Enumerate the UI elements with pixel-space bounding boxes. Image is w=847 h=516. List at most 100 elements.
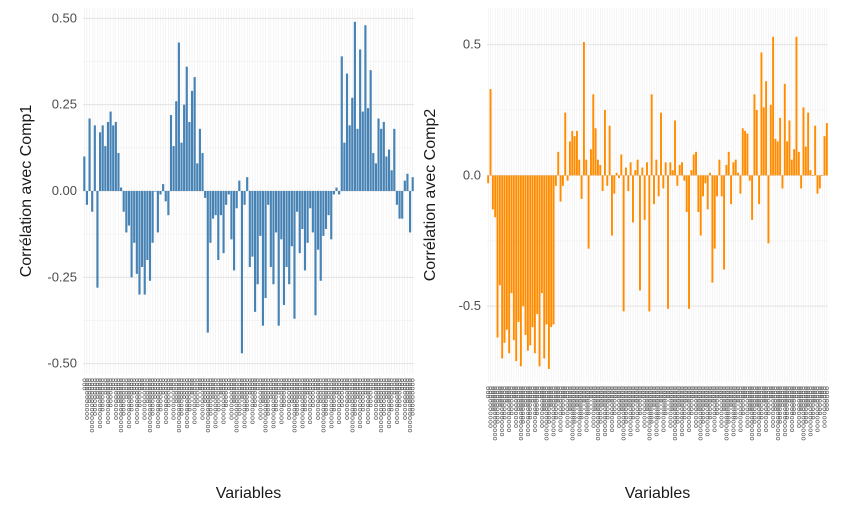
- x-tick-label: oooooooo: [501, 386, 509, 420]
- x-tick-label: ooooooooo: [149, 378, 157, 416]
- x-tick-label: ooooo: [93, 378, 101, 399]
- x-tick-label: oooo: [390, 378, 398, 395]
- x-tick-label: oooooo: [515, 386, 523, 411]
- x-tick-label: ooooooooooooo: [406, 378, 414, 433]
- left-x-axis-title: Variables: [216, 485, 282, 502]
- x-tick-label: oooooooooo: [820, 386, 828, 428]
- bar: [657, 175, 660, 197]
- bar: [340, 56, 343, 191]
- bar: [762, 107, 765, 176]
- bar: [498, 175, 501, 286]
- bar: [120, 187, 123, 191]
- bar: [704, 175, 707, 184]
- bar: [674, 120, 676, 176]
- bar: [601, 175, 604, 192]
- bar: [314, 191, 317, 316]
- x-tick-label: ooooo: [296, 378, 304, 399]
- x-tick-label: oooooooo: [388, 378, 396, 412]
- x-tick-label: ooo: [398, 378, 406, 391]
- bar: [618, 175, 620, 178]
- bar: [227, 191, 230, 195]
- x-tick-label: ooooo: [151, 378, 159, 399]
- x-tick-label: oooooooooo: [692, 386, 700, 428]
- bar: [639, 175, 641, 291]
- x-tick-label: oooooo: [143, 378, 151, 403]
- bar: [211, 191, 215, 219]
- x-tick-label: ooooooooooooo: [697, 386, 705, 441]
- x-tick-label: ooooooooooo: [762, 386, 770, 432]
- x-tick-label: oooooooo: [301, 378, 309, 412]
- bar: [172, 146, 175, 191]
- bar: [361, 111, 364, 191]
- bar: [706, 175, 709, 210]
- x-tick-label: oooooooo: [578, 386, 586, 420]
- x-tick-label: ooooooo: [610, 386, 618, 416]
- bar: [112, 125, 115, 191]
- bar: [734, 159, 737, 176]
- bar: [91, 191, 94, 212]
- x-tick-label: oooooooooooo: [806, 386, 814, 437]
- x-tick-label: oooooooooooo: [241, 378, 249, 429]
- bar: [566, 175, 569, 181]
- bar: [629, 162, 632, 176]
- bar: [240, 191, 244, 354]
- x-tick-label: oooooooo: [552, 386, 560, 420]
- x-tick-label: ooo: [138, 378, 146, 391]
- bar: [713, 175, 716, 249]
- bar: [217, 191, 220, 261]
- x-tick-label: ooooooooo: [409, 378, 417, 416]
- x-tick-label: oooooooooooo: [125, 378, 133, 429]
- x-tick-label: ooooooooooo: [364, 378, 372, 424]
- bar: [688, 175, 690, 309]
- x-tick-label: oooo: [304, 378, 312, 395]
- x-tick-label: ooooooo: [135, 378, 143, 408]
- bar: [685, 175, 688, 212]
- bar: [695, 151, 697, 176]
- bar: [288, 191, 291, 285]
- x-tick-label: oooooooooooo: [298, 378, 306, 429]
- bar: [280, 191, 283, 240]
- bar: [730, 175, 733, 205]
- bar: [646, 162, 648, 176]
- x-tick-label: ooo: [510, 386, 518, 399]
- bar: [681, 162, 683, 176]
- bar: [133, 191, 136, 243]
- bar: [660, 112, 662, 176]
- x-tick-label: ooooooo: [280, 378, 288, 408]
- x-tick-label: ooooooo: [251, 378, 259, 408]
- x-tick-label: ooo: [818, 386, 826, 399]
- x-tick-label: oooooo: [746, 386, 754, 411]
- x-tick-label: ooooooooooo: [531, 386, 539, 432]
- x-tick-label: ooo: [638, 386, 646, 399]
- x-tick-label: ooooooo: [222, 378, 230, 408]
- x-tick-label: oooooooooooo: [704, 386, 712, 437]
- x-tick-label: ooooooooooooo: [568, 386, 576, 441]
- x-tick-label: ooooooooooooo: [377, 378, 385, 433]
- bar: [809, 170, 812, 176]
- bar: [561, 175, 564, 186]
- x-tick-label: oooooooooooo: [575, 386, 583, 437]
- bar: [776, 141, 779, 176]
- bar: [669, 162, 672, 176]
- x-tick-label: oooooooooooo: [356, 378, 364, 429]
- x-tick-label: ooooo: [599, 386, 607, 407]
- x-tick-label: ooooooo: [636, 386, 644, 416]
- bar: [127, 191, 131, 226]
- x-tick-label: oooooo: [566, 386, 574, 411]
- bar: [164, 191, 167, 202]
- x-tick-label: ooooo: [804, 386, 812, 407]
- bar: [793, 149, 796, 176]
- bar: [374, 163, 377, 191]
- bar: [264, 191, 267, 299]
- bar: [725, 164, 728, 176]
- x-tick-label: oooooo: [288, 378, 296, 403]
- x-tick-label: oooooooooo: [401, 378, 409, 420]
- x-tick-label: ooooooooo: [178, 378, 186, 416]
- x-tick-label: oooooooooo: [256, 378, 264, 420]
- bar: [709, 172, 712, 176]
- x-tick-label: ooooooooooooo: [671, 386, 679, 441]
- x-tick-label: oooooooo: [809, 386, 817, 420]
- bar: [98, 132, 102, 191]
- bar: [154, 191, 157, 192]
- x-tick-label: oooooo: [592, 386, 600, 411]
